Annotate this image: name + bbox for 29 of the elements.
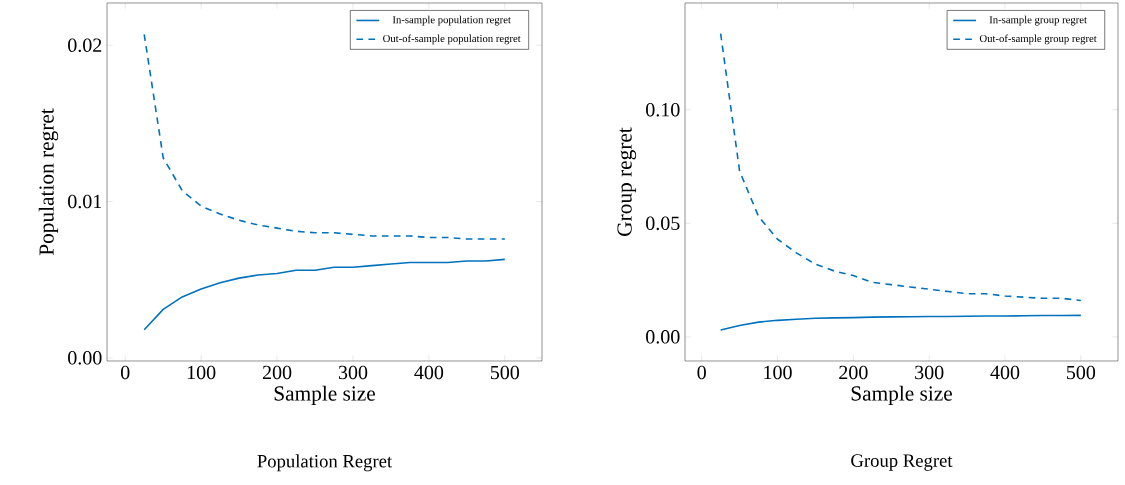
x-tick-label: 400 — [990, 365, 1020, 380]
x-tick-label: 500 — [1067, 365, 1096, 380]
x-tick-label: 200 — [839, 365, 868, 380]
legend-label: In-sample population regret — [392, 15, 511, 26]
legend-label: In-sample group regret — [989, 15, 1087, 26]
legend-label: Out-of-sample population regret — [383, 34, 521, 45]
text: Population Regret — [257, 454, 393, 472]
text: Group Regret — [851, 454, 953, 471]
y-tick-label: 0.00 — [68, 351, 102, 365]
y-tick-label: 0.01 — [68, 194, 102, 209]
x-tick-label: 0 — [697, 365, 706, 380]
y-axis-title: Group regret — [617, 127, 637, 236]
line-series — [719, 314, 1082, 331]
x-tick-label: 100 — [764, 365, 792, 380]
y-tick-label: 0.10 — [646, 102, 680, 117]
y-tick-label: 0.00 — [646, 330, 680, 344]
x-tick-label: 300 — [915, 365, 944, 380]
y-tick-label: 0.02 — [68, 38, 102, 53]
x-tick-label: 100 — [187, 365, 216, 380]
x-tick-label: 500 — [490, 365, 520, 380]
y-axis-title: Population regret — [38, 108, 59, 256]
x-axis-title: Sample size — [851, 385, 952, 406]
x-axis-title: Sample size — [274, 385, 375, 406]
x-tick-label: 400 — [414, 365, 444, 380]
x-tick-label: 200 — [262, 365, 292, 380]
y-tick-label: 0.05 — [646, 216, 680, 231]
x-tick-label: 0 — [120, 365, 130, 380]
x-tick-label: 300 — [338, 365, 368, 380]
legend-label: Out-of-sample group regret — [979, 34, 1097, 45]
